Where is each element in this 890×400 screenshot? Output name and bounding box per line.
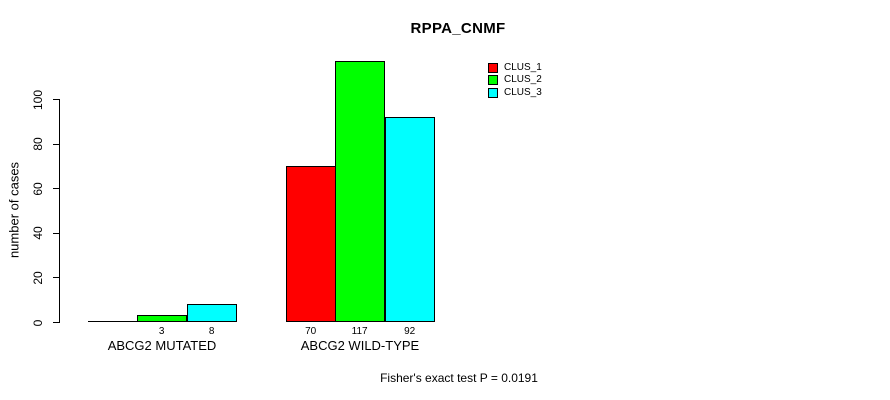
- legend: CLUS_1 CLUS_2 CLUS_3: [488, 62, 542, 99]
- bar-value-label: 117: [351, 326, 368, 337]
- bar-clus-3-abcg2-mutated: [187, 304, 237, 322]
- legend-label: CLUS_3: [504, 86, 542, 98]
- fisher-test-annotation: Fisher's exact test P = 0.0191: [380, 371, 538, 385]
- y-tick-label: 60: [31, 182, 45, 196]
- legend-swatch-clus-3: [488, 87, 498, 98]
- y-tick: [53, 277, 59, 279]
- legend-entry-clus-3: CLUS_3: [488, 87, 542, 99]
- bar-value-label: 8: [208, 326, 215, 337]
- bar-clus-1-abcg2-wild-type: [286, 166, 336, 322]
- legend-swatch-clus-1: [488, 63, 498, 73]
- bar-clus-2-abcg2-mutated: [137, 315, 187, 322]
- y-tick: [53, 322, 59, 323]
- bar-value-label: 70: [305, 326, 317, 337]
- y-tick: [53, 143, 59, 145]
- bar-clus-2-abcg2-wild-type: [335, 61, 385, 322]
- x-category-label-abcg2-mutated: ABCG2 MUTATED: [107, 338, 217, 353]
- y-tick: [53, 232, 59, 234]
- bar-clus-1-abcg2-mutated: [88, 321, 138, 322]
- legend-swatch-clus-2: [488, 75, 498, 86]
- legend-entry-clus-2: CLUS_2: [488, 74, 542, 86]
- y-tick: [53, 99, 59, 100]
- y-tick-label: 0: [31, 319, 45, 326]
- bar-value-label: 3: [158, 326, 165, 337]
- legend-entry-clus-1: CLUS_1: [488, 62, 542, 74]
- y-axis-label: number of cases: [6, 161, 22, 259]
- y-axis-line: [59, 99, 60, 323]
- y-tick-label: 20: [31, 271, 45, 285]
- y-tick-label: 40: [31, 226, 45, 240]
- legend-label: CLUS_1: [504, 62, 542, 73]
- y-tick-label: 80: [31, 137, 45, 151]
- legend-label: CLUS_2: [504, 74, 542, 86]
- y-tick-label: 100: [31, 89, 45, 110]
- x-category-label-abcg2-wild-type: ABCG2 WILD-TYPE: [300, 338, 420, 353]
- y-tick: [53, 188, 59, 190]
- chart-title: RPPA_CNMF: [410, 20, 506, 37]
- bar-clus-3-abcg2-wild-type: [385, 117, 435, 322]
- bar-value-label: 92: [404, 326, 416, 337]
